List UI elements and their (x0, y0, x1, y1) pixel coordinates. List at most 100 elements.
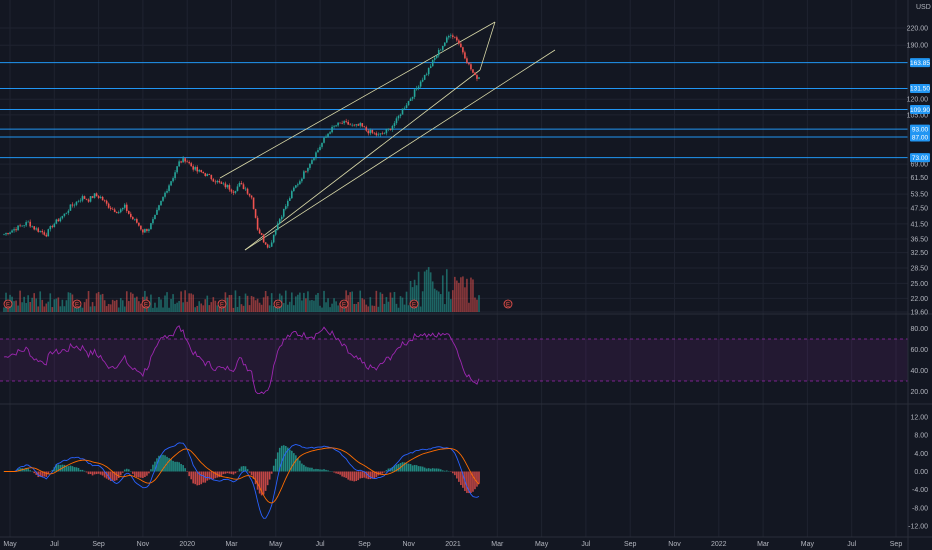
volume-bar (67, 292, 70, 312)
macd-histogram-bar (117, 471, 120, 479)
macd-histogram-bar (125, 468, 128, 472)
candle (57, 218, 60, 222)
candle (454, 36, 456, 39)
macd-histogram-bar (35, 471, 38, 475)
candle (443, 42, 446, 47)
candle (427, 67, 430, 77)
candle (276, 221, 279, 231)
macd-histogram-bar (240, 466, 243, 472)
volume-bar (301, 300, 303, 312)
earnings-marker[interactable]: E (503, 299, 513, 309)
macd-histogram-bar (250, 471, 253, 476)
volume-bar (252, 296, 255, 312)
macd-histogram-bar (234, 471, 237, 474)
candle (383, 132, 386, 135)
candle (196, 165, 199, 174)
volume-bar (172, 294, 174, 312)
macd-histogram-bar (387, 468, 390, 472)
volume-bar (93, 306, 96, 312)
macd-histogram-bar (391, 466, 394, 472)
volume-bar (248, 305, 251, 312)
volume-bar (134, 297, 136, 312)
candle (150, 222, 152, 230)
volume-bar (216, 305, 219, 312)
candle (121, 207, 124, 212)
earnings-marker[interactable]: E (409, 299, 419, 309)
macd-histogram-bar (355, 471, 358, 481)
candle (129, 211, 132, 219)
earnings-marker[interactable]: E (72, 299, 82, 309)
volume-bar (397, 307, 400, 312)
candle (425, 72, 428, 76)
macd-histogram-bar (172, 460, 174, 472)
macd-histogram-bar (184, 468, 186, 472)
macd-histogram-bar (232, 471, 235, 475)
rsi-panel (0, 325, 908, 395)
candle (172, 176, 174, 183)
macd-histogram-bar (431, 468, 434, 472)
macd-histogram-bar (425, 468, 428, 472)
candle (125, 202, 128, 213)
macd-histogram-bar (476, 471, 478, 487)
macd-histogram-bar (140, 471, 142, 478)
macd-histogram-bar (150, 469, 152, 472)
volume-bar (202, 305, 205, 312)
candle (220, 181, 223, 184)
macd-histogram-bar (107, 471, 110, 480)
volume-bar (69, 292, 72, 312)
candle (474, 72, 476, 76)
candle (293, 186, 295, 192)
macd-histogram-bar (299, 460, 301, 472)
time-axis-label: Jul (50, 541, 59, 548)
volume-bar (55, 298, 58, 312)
macd-histogram-bar (51, 469, 54, 472)
volume-bar (331, 303, 333, 312)
macd-axis: 12.00 8.00 4.00 0.00 -4.00 -8.00 -12.00 (908, 415, 928, 531)
volume-bar (59, 306, 62, 312)
earnings-marker[interactable]: E (3, 299, 13, 309)
macd-axis-label: -4.00 (912, 487, 928, 494)
candle (377, 132, 380, 137)
macd-histogram-bar (59, 464, 62, 472)
volume-bar (272, 305, 275, 312)
macd-histogram-bar (359, 471, 362, 479)
volume-bar (375, 290, 378, 312)
volume-bar (49, 293, 52, 312)
macd-histogram-bar (23, 468, 25, 472)
candle (115, 211, 118, 214)
svg-text:87.00: 87.00 (912, 134, 929, 141)
candle (184, 157, 186, 164)
candle (246, 187, 249, 195)
candle (154, 214, 156, 220)
volume-bar (258, 302, 261, 312)
candle (329, 131, 331, 135)
candle (142, 229, 144, 235)
macd-histogram-bar (437, 468, 440, 472)
volume-bar (21, 302, 23, 312)
earnings-marker[interactable]: E (217, 299, 227, 309)
volume-bar (341, 304, 343, 312)
macd-histogram-bar (43, 471, 46, 477)
price-axis-label: 36.50 (910, 236, 928, 243)
macd-histogram-bar (470, 471, 472, 494)
candle (49, 225, 52, 232)
macd-histogram-bar (472, 471, 474, 492)
candle (284, 204, 287, 211)
svg-text:109.90: 109.90 (910, 107, 930, 114)
candle (224, 181, 227, 189)
candle (192, 164, 195, 172)
earnings-marker[interactable]: E (273, 299, 283, 309)
earnings-marker[interactable]: E (339, 299, 349, 309)
candle (178, 159, 180, 168)
price-axis-label: 28.50 (910, 266, 928, 273)
volume-bar (327, 298, 329, 312)
candle (228, 183, 231, 192)
macd-histogram-bar (87, 471, 90, 475)
earnings-marker[interactable]: E (141, 299, 151, 309)
volume-bar (425, 269, 428, 312)
candle (111, 207, 114, 210)
volume-bar (323, 290, 325, 312)
volume-bar (170, 298, 172, 312)
